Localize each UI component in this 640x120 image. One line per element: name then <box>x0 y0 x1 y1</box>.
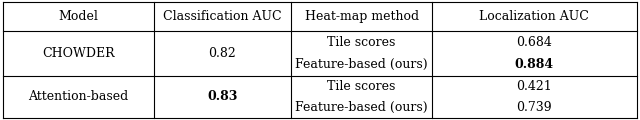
Text: 0.739: 0.739 <box>516 101 552 114</box>
Text: Heat-map method: Heat-map method <box>305 10 419 23</box>
Text: CHOWDER: CHOWDER <box>42 47 115 60</box>
Text: 0.684: 0.684 <box>516 36 552 49</box>
Text: Classification AUC: Classification AUC <box>163 10 282 23</box>
Text: 0.83: 0.83 <box>207 90 237 103</box>
Text: Tile scores: Tile scores <box>328 80 396 93</box>
Text: Feature-based (ours): Feature-based (ours) <box>295 101 428 114</box>
Text: Feature-based (ours): Feature-based (ours) <box>295 58 428 71</box>
Text: 0.421: 0.421 <box>516 80 552 93</box>
Text: 0.884: 0.884 <box>515 58 554 71</box>
Text: Tile scores: Tile scores <box>328 36 396 49</box>
Text: Model: Model <box>58 10 99 23</box>
Text: Attention-based: Attention-based <box>28 90 129 103</box>
Text: Localization AUC: Localization AUC <box>479 10 589 23</box>
Text: 0.82: 0.82 <box>209 47 236 60</box>
